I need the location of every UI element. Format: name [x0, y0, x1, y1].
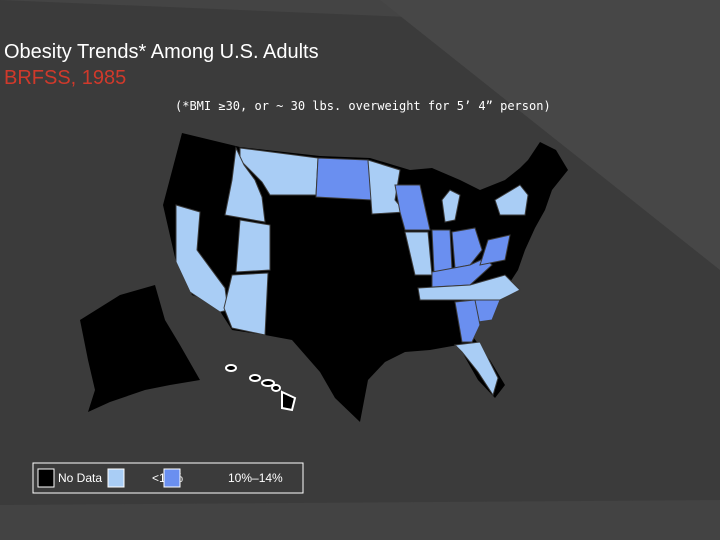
legend-label: No Data [58, 471, 102, 485]
state [417, 274, 521, 301]
state [451, 227, 483, 269]
state [315, 157, 373, 201]
state [453, 341, 499, 397]
state [224, 146, 266, 223]
note: (*BMI ≥30, or ~ 30 lbs. overweight for 5… [175, 99, 551, 113]
state [454, 299, 481, 343]
legend-swatch [163, 468, 181, 488]
bg-shape [0, 500, 720, 540]
legend-swatch [37, 468, 55, 488]
subtitle: BRFSS, 1985 [4, 67, 126, 89]
state [479, 234, 511, 266]
state [441, 189, 461, 223]
bg-shape [380, 0, 720, 270]
state [235, 219, 271, 273]
legend-box [32, 462, 304, 494]
state [223, 272, 269, 336]
hawaii [225, 364, 297, 412]
title: Obesity Trends* Among U.S. Adults [4, 41, 319, 63]
legend-swatch [107, 468, 125, 488]
alaska [80, 285, 200, 412]
legend-label: 10%–14% [228, 471, 283, 485]
us-map [80, 133, 568, 422]
state [394, 184, 431, 231]
legend: No Data<10%10%–14% [37, 468, 283, 488]
state [431, 229, 453, 273]
state [494, 184, 529, 216]
